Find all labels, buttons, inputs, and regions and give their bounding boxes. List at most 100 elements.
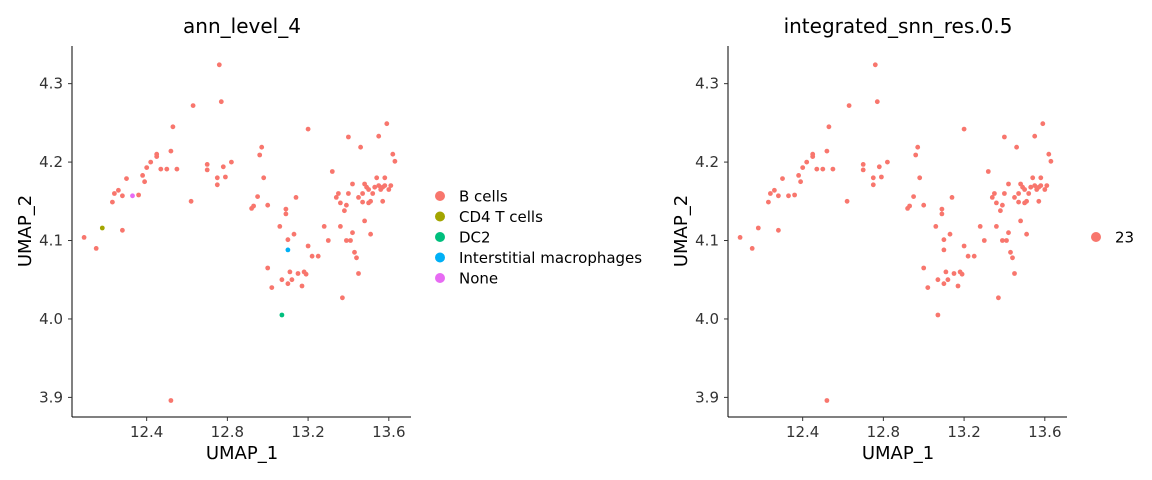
data-point	[376, 133, 382, 139]
data-point	[994, 224, 999, 229]
data-point	[935, 312, 941, 318]
data-point	[971, 253, 977, 259]
data-point	[844, 198, 850, 204]
data-point	[941, 237, 947, 243]
data-point	[870, 182, 876, 188]
data-point	[366, 187, 371, 192]
data-point	[368, 198, 373, 204]
data-point	[293, 195, 299, 200]
data-point	[251, 203, 256, 209]
legend-label: None	[459, 270, 498, 288]
data-point	[93, 246, 99, 251]
chart-title: ann_level_4	[183, 14, 301, 38]
data-point	[941, 281, 947, 287]
data-point	[766, 199, 771, 205]
data-point	[257, 152, 263, 158]
data-point	[261, 175, 267, 181]
data-point	[792, 192, 797, 198]
data-point	[1048, 158, 1054, 164]
data-point	[216, 62, 222, 68]
data-point	[348, 238, 353, 243]
data-point	[925, 285, 931, 290]
data-point	[285, 247, 291, 253]
data-point	[81, 235, 87, 240]
data-point	[303, 271, 309, 277]
data-point	[943, 269, 949, 275]
data-point	[336, 191, 341, 196]
data-point	[229, 159, 234, 165]
data-point	[921, 265, 927, 271]
data-point	[99, 225, 105, 231]
x-ticks: 12.4 12.8 13.2 13.6	[786, 417, 1062, 441]
data-point	[287, 269, 293, 275]
y-tick-label: 4.1	[39, 232, 63, 250]
y-tick-label: 3.9	[39, 388, 63, 406]
data-point	[939, 211, 945, 217]
data-point	[190, 103, 196, 108]
y-tick-label: 4.0	[695, 310, 719, 328]
data-point	[116, 187, 121, 193]
x-ticks: 12.4 12.8 13.2 13.6	[130, 417, 406, 441]
data-point	[1038, 183, 1044, 189]
data-point	[372, 184, 378, 190]
data-point	[876, 164, 882, 170]
data-point	[804, 159, 810, 165]
data-point	[188, 198, 194, 204]
data-point	[218, 99, 224, 105]
data-point	[214, 182, 220, 188]
data-point	[346, 191, 351, 196]
data-point	[1046, 151, 1052, 157]
data-point	[872, 62, 878, 68]
data-point	[1026, 191, 1032, 196]
x-tick-label: 12.8	[211, 423, 244, 441]
data-point	[824, 148, 830, 154]
data-point	[941, 247, 947, 253]
x-tick-label: 12.4	[786, 423, 819, 441]
data-point	[283, 206, 289, 212]
data-point	[935, 277, 941, 283]
data-point	[148, 159, 154, 165]
data-point	[800, 165, 806, 171]
x-tick-label: 13.2	[291, 423, 324, 441]
y-ticks: 3.9 4.0 4.1 4.2 4.3	[695, 75, 728, 406]
legend-key	[1091, 232, 1101, 242]
data-point	[305, 126, 311, 132]
legend-key	[435, 191, 445, 201]
data-point	[737, 235, 743, 240]
data-point	[820, 166, 826, 172]
data-point	[885, 159, 890, 165]
data-point	[947, 231, 953, 237]
data-point	[921, 202, 927, 208]
data-point	[1014, 144, 1019, 150]
data-point	[939, 206, 945, 212]
data-point	[110, 199, 115, 205]
data-point	[786, 193, 791, 199]
data-point	[913, 152, 919, 158]
y-tick-label: 4.0	[39, 310, 63, 328]
data-point	[170, 124, 176, 130]
data-point	[846, 103, 852, 108]
data-point	[755, 225, 761, 231]
legend: B cells CD4 T cells DC2 Interstitial macrop…	[435, 188, 642, 288]
data-point	[285, 237, 291, 243]
x-tick-label: 12.8	[867, 423, 900, 441]
data-point	[860, 167, 866, 173]
data-point	[1002, 134, 1007, 140]
data-point	[384, 121, 390, 127]
data-point	[780, 176, 785, 182]
data-point	[965, 253, 971, 259]
data-point	[772, 187, 777, 193]
data-point	[1000, 202, 1005, 208]
data-point	[996, 295, 1001, 301]
data-point	[360, 199, 365, 205]
data-point	[265, 265, 271, 271]
data-point	[961, 126, 967, 132]
data-point	[255, 194, 260, 200]
data-point	[1040, 121, 1046, 127]
data-point	[356, 195, 361, 200]
data-point	[911, 194, 916, 200]
data-point	[874, 99, 880, 105]
legend-key	[435, 211, 445, 222]
data-point	[325, 238, 331, 243]
